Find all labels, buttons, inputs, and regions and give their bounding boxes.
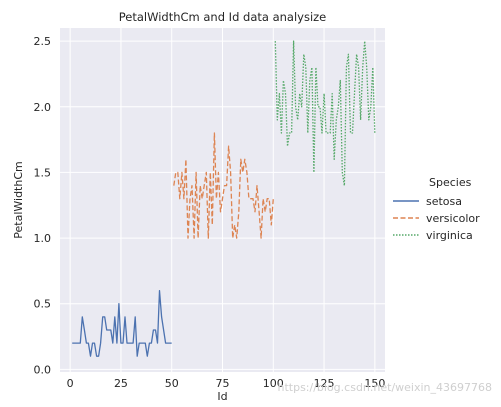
chart-title: PetalWidthCm and Id data analysize <box>119 10 327 24</box>
x-tick-label: 75 <box>216 377 230 390</box>
x-tick-label: 150 <box>364 377 385 390</box>
y-tick-label: 0.5 <box>34 298 52 311</box>
grid-lines <box>60 28 385 372</box>
y-tick-label: 1.0 <box>34 232 52 245</box>
x-tick-label: 125 <box>314 377 335 390</box>
series-line-virginica <box>274 40 376 187</box>
x-tick-label: 0 <box>67 377 74 390</box>
y-tick-label: 2.5 <box>34 35 52 48</box>
legend: Species setosa versicolor virginica <box>393 176 480 242</box>
y-tick-label: 2.0 <box>34 101 52 114</box>
series-layer <box>72 40 376 357</box>
y-tick-label: 1.5 <box>34 166 52 179</box>
legend-title: Species <box>429 176 472 189</box>
legend-label-virginica: virginica <box>426 229 473 242</box>
legend-label-setosa: setosa <box>426 195 462 208</box>
x-tick-label: 50 <box>165 377 179 390</box>
legend-label-versicolor: versicolor <box>426 212 480 225</box>
x-tick-label: 100 <box>263 377 284 390</box>
x-axis-label: Id <box>217 390 227 403</box>
y-tick-label: 0.0 <box>34 363 52 376</box>
series-line-versicolor <box>173 132 274 239</box>
tick-labels: 0 25 50 75 100 125 150 0.0 0.5 1.0 1.5 2.0 2.5 <box>34 35 386 390</box>
y-axis-label: PetalWidthCm <box>12 161 25 238</box>
series-line-setosa <box>72 289 172 357</box>
watermark-text: https://blog.csdn.net/weixin_43697768 <box>277 381 492 394</box>
x-tick-label: 25 <box>114 377 128 390</box>
